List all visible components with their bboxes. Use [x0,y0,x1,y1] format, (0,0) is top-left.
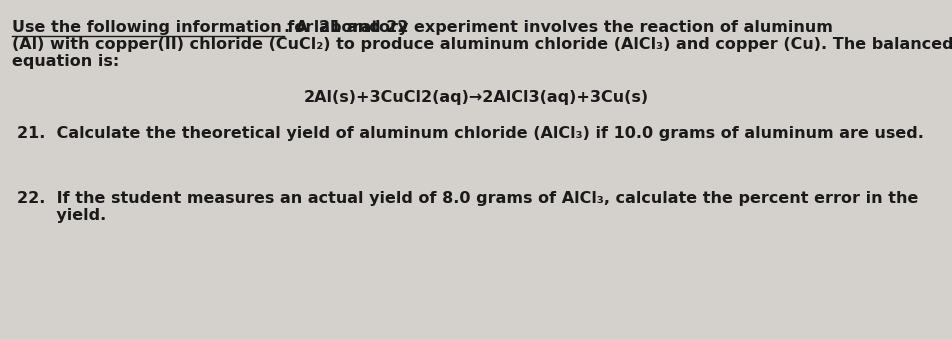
Text: . A laboratory experiment involves the reaction of aluminum: . A laboratory experiment involves the r… [284,20,832,35]
Text: Use the following information for 21 and 22: Use the following information for 21 and… [12,20,408,35]
Text: 2Al(s)+3CuCl2(aq)→2AlCl3(aq)+3Cu(s): 2Al(s)+3CuCl2(aq)→2AlCl3(aq)+3Cu(s) [304,90,648,105]
Text: 21.  Calculate the theoretical yield of aluminum chloride (AlCl₃) if 10.0 grams : 21. Calculate the theoretical yield of a… [17,126,922,141]
Text: 22.  If the student measures an actual yield of 8.0 grams of AlCl₃, calculate th: 22. If the student measures an actual yi… [17,191,918,206]
Text: equation is:: equation is: [12,54,119,69]
Text: (Al) with copper(II) chloride (CuCl₂) to produce aluminum chloride (AlCl₃) and c: (Al) with copper(II) chloride (CuCl₂) to… [12,37,952,52]
Text: yield.: yield. [17,208,106,223]
